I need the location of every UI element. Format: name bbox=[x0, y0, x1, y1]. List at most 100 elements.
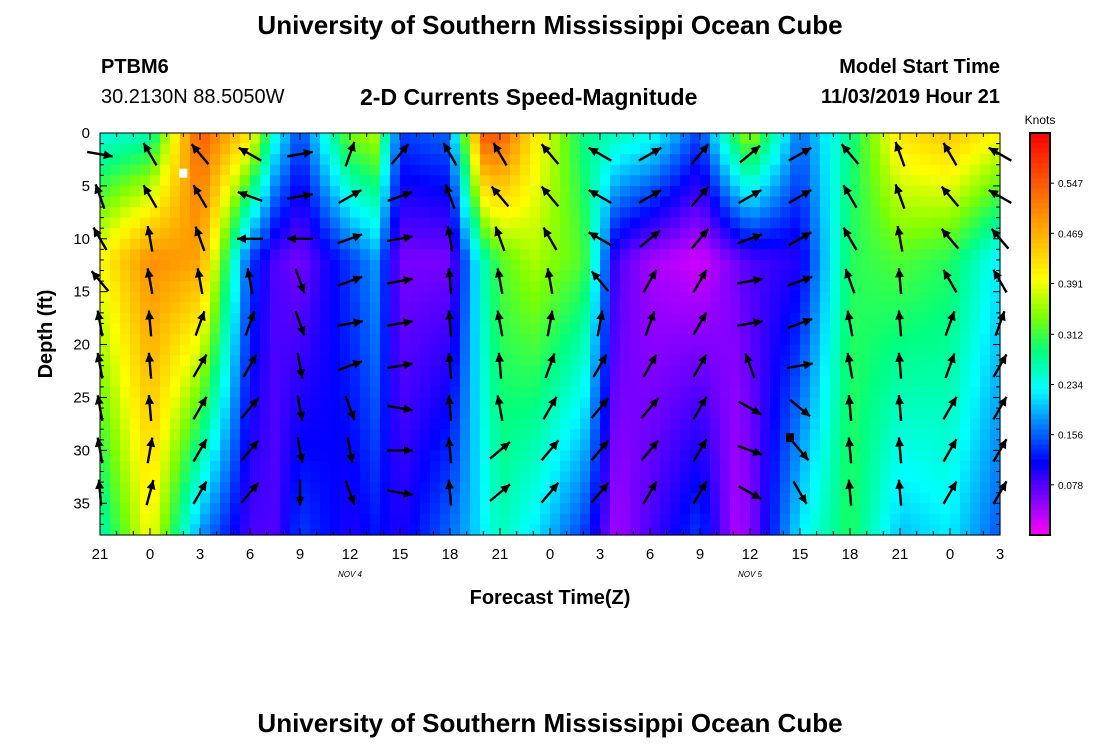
heat-cell bbox=[330, 513, 341, 526]
heat-cell bbox=[170, 259, 181, 272]
heat-cell bbox=[980, 249, 991, 261]
heat-cell bbox=[770, 429, 781, 441]
heat-cell bbox=[630, 291, 641, 303]
heat-cell bbox=[260, 249, 271, 261]
heat-cell bbox=[760, 302, 771, 314]
heat-cell bbox=[550, 503, 561, 515]
heat-cell bbox=[660, 482, 671, 494]
current-arrow bbox=[344, 480, 356, 506]
heat-cell bbox=[100, 513, 111, 526]
heat-cell bbox=[100, 439, 111, 451]
heat-cell bbox=[830, 482, 841, 494]
heat-cell bbox=[690, 143, 701, 155]
heat-cell bbox=[460, 154, 471, 166]
heat-cell bbox=[940, 281, 951, 293]
heat-cell bbox=[440, 259, 451, 272]
heat-cell bbox=[130, 524, 141, 536]
heat-cell bbox=[380, 513, 391, 526]
heat-cell bbox=[800, 175, 811, 187]
heat-cell bbox=[290, 238, 301, 250]
heat-cell bbox=[690, 471, 701, 483]
heat-cell bbox=[730, 185, 741, 198]
heat-cell bbox=[500, 503, 511, 515]
heat-cell bbox=[750, 334, 761, 346]
heat-cell bbox=[810, 143, 821, 155]
current-arrow bbox=[337, 360, 363, 372]
heat-cell bbox=[200, 175, 211, 187]
current-arrow bbox=[737, 233, 763, 245]
heat-cell bbox=[830, 164, 841, 176]
heat-cell bbox=[750, 386, 761, 399]
heat-cell bbox=[310, 513, 321, 526]
heat-cell bbox=[100, 450, 111, 462]
heat-cell bbox=[990, 154, 1001, 166]
current-arrow bbox=[540, 185, 560, 208]
heat-cell bbox=[730, 513, 741, 526]
heat-cell bbox=[550, 185, 561, 198]
heat-cell bbox=[770, 471, 781, 483]
heat-cell bbox=[320, 185, 331, 198]
current-arrow bbox=[744, 353, 756, 379]
heat-cell bbox=[460, 164, 471, 176]
heat-cell bbox=[790, 217, 801, 229]
heat-cell bbox=[730, 291, 741, 303]
heat-cell bbox=[380, 312, 391, 325]
heat-cell bbox=[780, 185, 791, 198]
heat-cell bbox=[390, 228, 401, 240]
heat-cell bbox=[870, 397, 881, 409]
heat-cell bbox=[950, 185, 961, 198]
heat-cell bbox=[660, 376, 671, 388]
heat-cell bbox=[500, 376, 511, 388]
heat-cell bbox=[880, 164, 891, 176]
heat-cell bbox=[910, 164, 921, 176]
heat-cell bbox=[720, 217, 731, 229]
colorbar-segment bbox=[1030, 509, 1050, 516]
heat-cell bbox=[330, 249, 341, 261]
heat-cell bbox=[280, 397, 291, 409]
colorbar-tick-label: 0.391 bbox=[1058, 280, 1083, 291]
heat-cell bbox=[690, 228, 701, 240]
heat-cell bbox=[160, 397, 171, 409]
heat-cell bbox=[190, 386, 201, 399]
heat-cell bbox=[150, 259, 161, 272]
heat-cell bbox=[570, 302, 581, 314]
heat-cell bbox=[500, 524, 511, 536]
heat-cell bbox=[720, 513, 731, 526]
heat-cell bbox=[170, 471, 181, 483]
heat-cell bbox=[130, 471, 141, 483]
heat-cell bbox=[980, 482, 991, 494]
colorbar-segment bbox=[1030, 218, 1050, 225]
heat-cell bbox=[970, 312, 981, 325]
current-arrow bbox=[844, 268, 856, 294]
current-arrow bbox=[444, 225, 454, 252]
current-arrow bbox=[387, 190, 413, 203]
heat-cell bbox=[390, 397, 401, 409]
heat-cell bbox=[890, 164, 901, 176]
heat-cell bbox=[670, 164, 681, 176]
heat-cell bbox=[910, 513, 921, 526]
heat-cell bbox=[180, 355, 191, 367]
heat-cell bbox=[500, 259, 511, 272]
heat-cell bbox=[960, 228, 971, 240]
heat-cell bbox=[840, 524, 851, 536]
heat-cell bbox=[410, 291, 421, 303]
heat-cell bbox=[980, 217, 991, 229]
heat-cell bbox=[500, 312, 511, 325]
heat-cell bbox=[650, 323, 661, 335]
heat-cell bbox=[880, 492, 891, 504]
heat-cell bbox=[350, 334, 361, 346]
heat-cell bbox=[710, 386, 721, 399]
heat-cell bbox=[780, 376, 791, 388]
heat-cell bbox=[120, 196, 131, 208]
heat-cell bbox=[830, 217, 841, 229]
heat-cell bbox=[320, 133, 331, 145]
heat-cell bbox=[890, 312, 901, 325]
heat-cell bbox=[710, 154, 721, 166]
heat-cell bbox=[760, 334, 771, 346]
heat-cell bbox=[730, 418, 741, 430]
heat-cell bbox=[160, 238, 171, 250]
heat-cell bbox=[680, 281, 691, 293]
heat-cell bbox=[260, 259, 271, 272]
heat-cell bbox=[630, 365, 641, 377]
heat-cell bbox=[460, 270, 471, 282]
